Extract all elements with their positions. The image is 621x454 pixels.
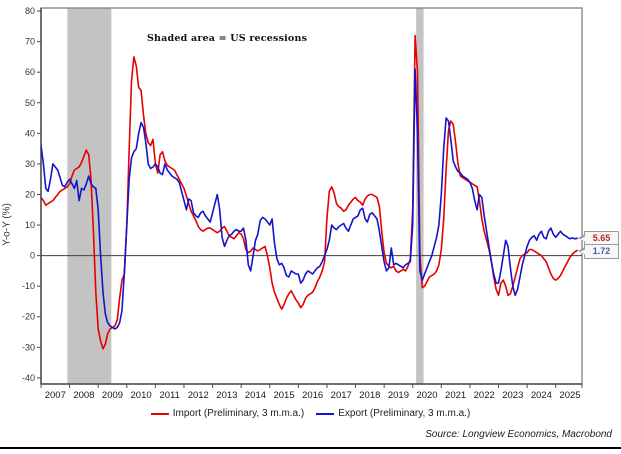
- x-tick-label: 2017: [331, 390, 352, 401]
- plot-border: [40, 7, 583, 385]
- x-tick-label: 2018: [359, 390, 380, 401]
- y-tick-label: 50: [25, 98, 35, 108]
- y-tick-label: -40: [22, 373, 35, 383]
- callout-arrow-icon: [580, 235, 586, 242]
- legend-label-import: Import (Preliminary, 3 m.m.a.): [172, 408, 305, 419]
- x-tick-label: 2015: [273, 390, 294, 401]
- y-tick-label: 80: [25, 6, 35, 16]
- recession-annotation: Shaded area = US recessions: [147, 33, 308, 44]
- export-series-line: [41, 68, 578, 330]
- recession-band: [67, 8, 112, 384]
- y-tick-label: 20: [25, 189, 35, 199]
- y-tick-label: 30: [25, 159, 35, 169]
- x-tick-label: 2009: [102, 390, 123, 401]
- y-tick-label: -30: [22, 342, 35, 352]
- source-credit: Source: Longview Economics, Macrobond: [425, 429, 612, 440]
- y-tick-label: -10: [22, 281, 35, 291]
- x-tick-label: 2020: [416, 390, 437, 401]
- y-tick-label: 60: [25, 67, 35, 77]
- x-tick-label: 2013: [216, 390, 237, 401]
- x-tick-label: 2024: [531, 390, 552, 401]
- x-tick-label: 2016: [302, 390, 323, 401]
- x-tick-label: 2011: [159, 390, 179, 401]
- bottom-divider: [0, 447, 621, 449]
- x-tick-label: 2021: [445, 390, 466, 401]
- legend: Import (Preliminary, 3 m.m.a.) Export (P…: [0, 408, 621, 419]
- callout-arrow-icon: [580, 248, 586, 255]
- legend-item-export: Export (Preliminary, 3 m.m.a.): [316, 408, 470, 419]
- x-tick-label: 2012: [188, 390, 209, 401]
- x-tick-label: 2023: [502, 390, 523, 401]
- x-tick-label: 2010: [131, 390, 152, 401]
- y-axis-title: Y-o-Y (%): [1, 203, 13, 246]
- last-value-text: 5.65: [592, 233, 611, 244]
- legend-item-import: Import (Preliminary, 3 m.m.a.): [150, 408, 305, 419]
- y-tick-label: 0: [30, 251, 35, 261]
- x-tick-label: 2025: [559, 390, 580, 401]
- y-tick-label: 70: [25, 37, 35, 47]
- x-tick-label: 2019: [388, 390, 409, 401]
- last-value-callout-import: 1.72: [578, 244, 619, 260]
- x-tick-label: 2014: [245, 390, 266, 401]
- x-tick-label: 2008: [73, 390, 94, 401]
- y-tick-label: 10: [25, 220, 35, 230]
- last-value-text: 1.72: [592, 246, 611, 257]
- import-line-swatch-icon: [150, 412, 169, 415]
- y-tick-label: -20: [22, 312, 35, 322]
- y-tick-label: 40: [25, 128, 35, 138]
- legend-label-export: Export (Preliminary, 3 m.m.a.): [338, 408, 471, 419]
- import-series-line: [41, 34, 578, 350]
- x-tick-label: 2007: [45, 390, 66, 401]
- export-line-swatch-icon: [316, 412, 335, 415]
- x-tick-label: 2022: [474, 390, 495, 401]
